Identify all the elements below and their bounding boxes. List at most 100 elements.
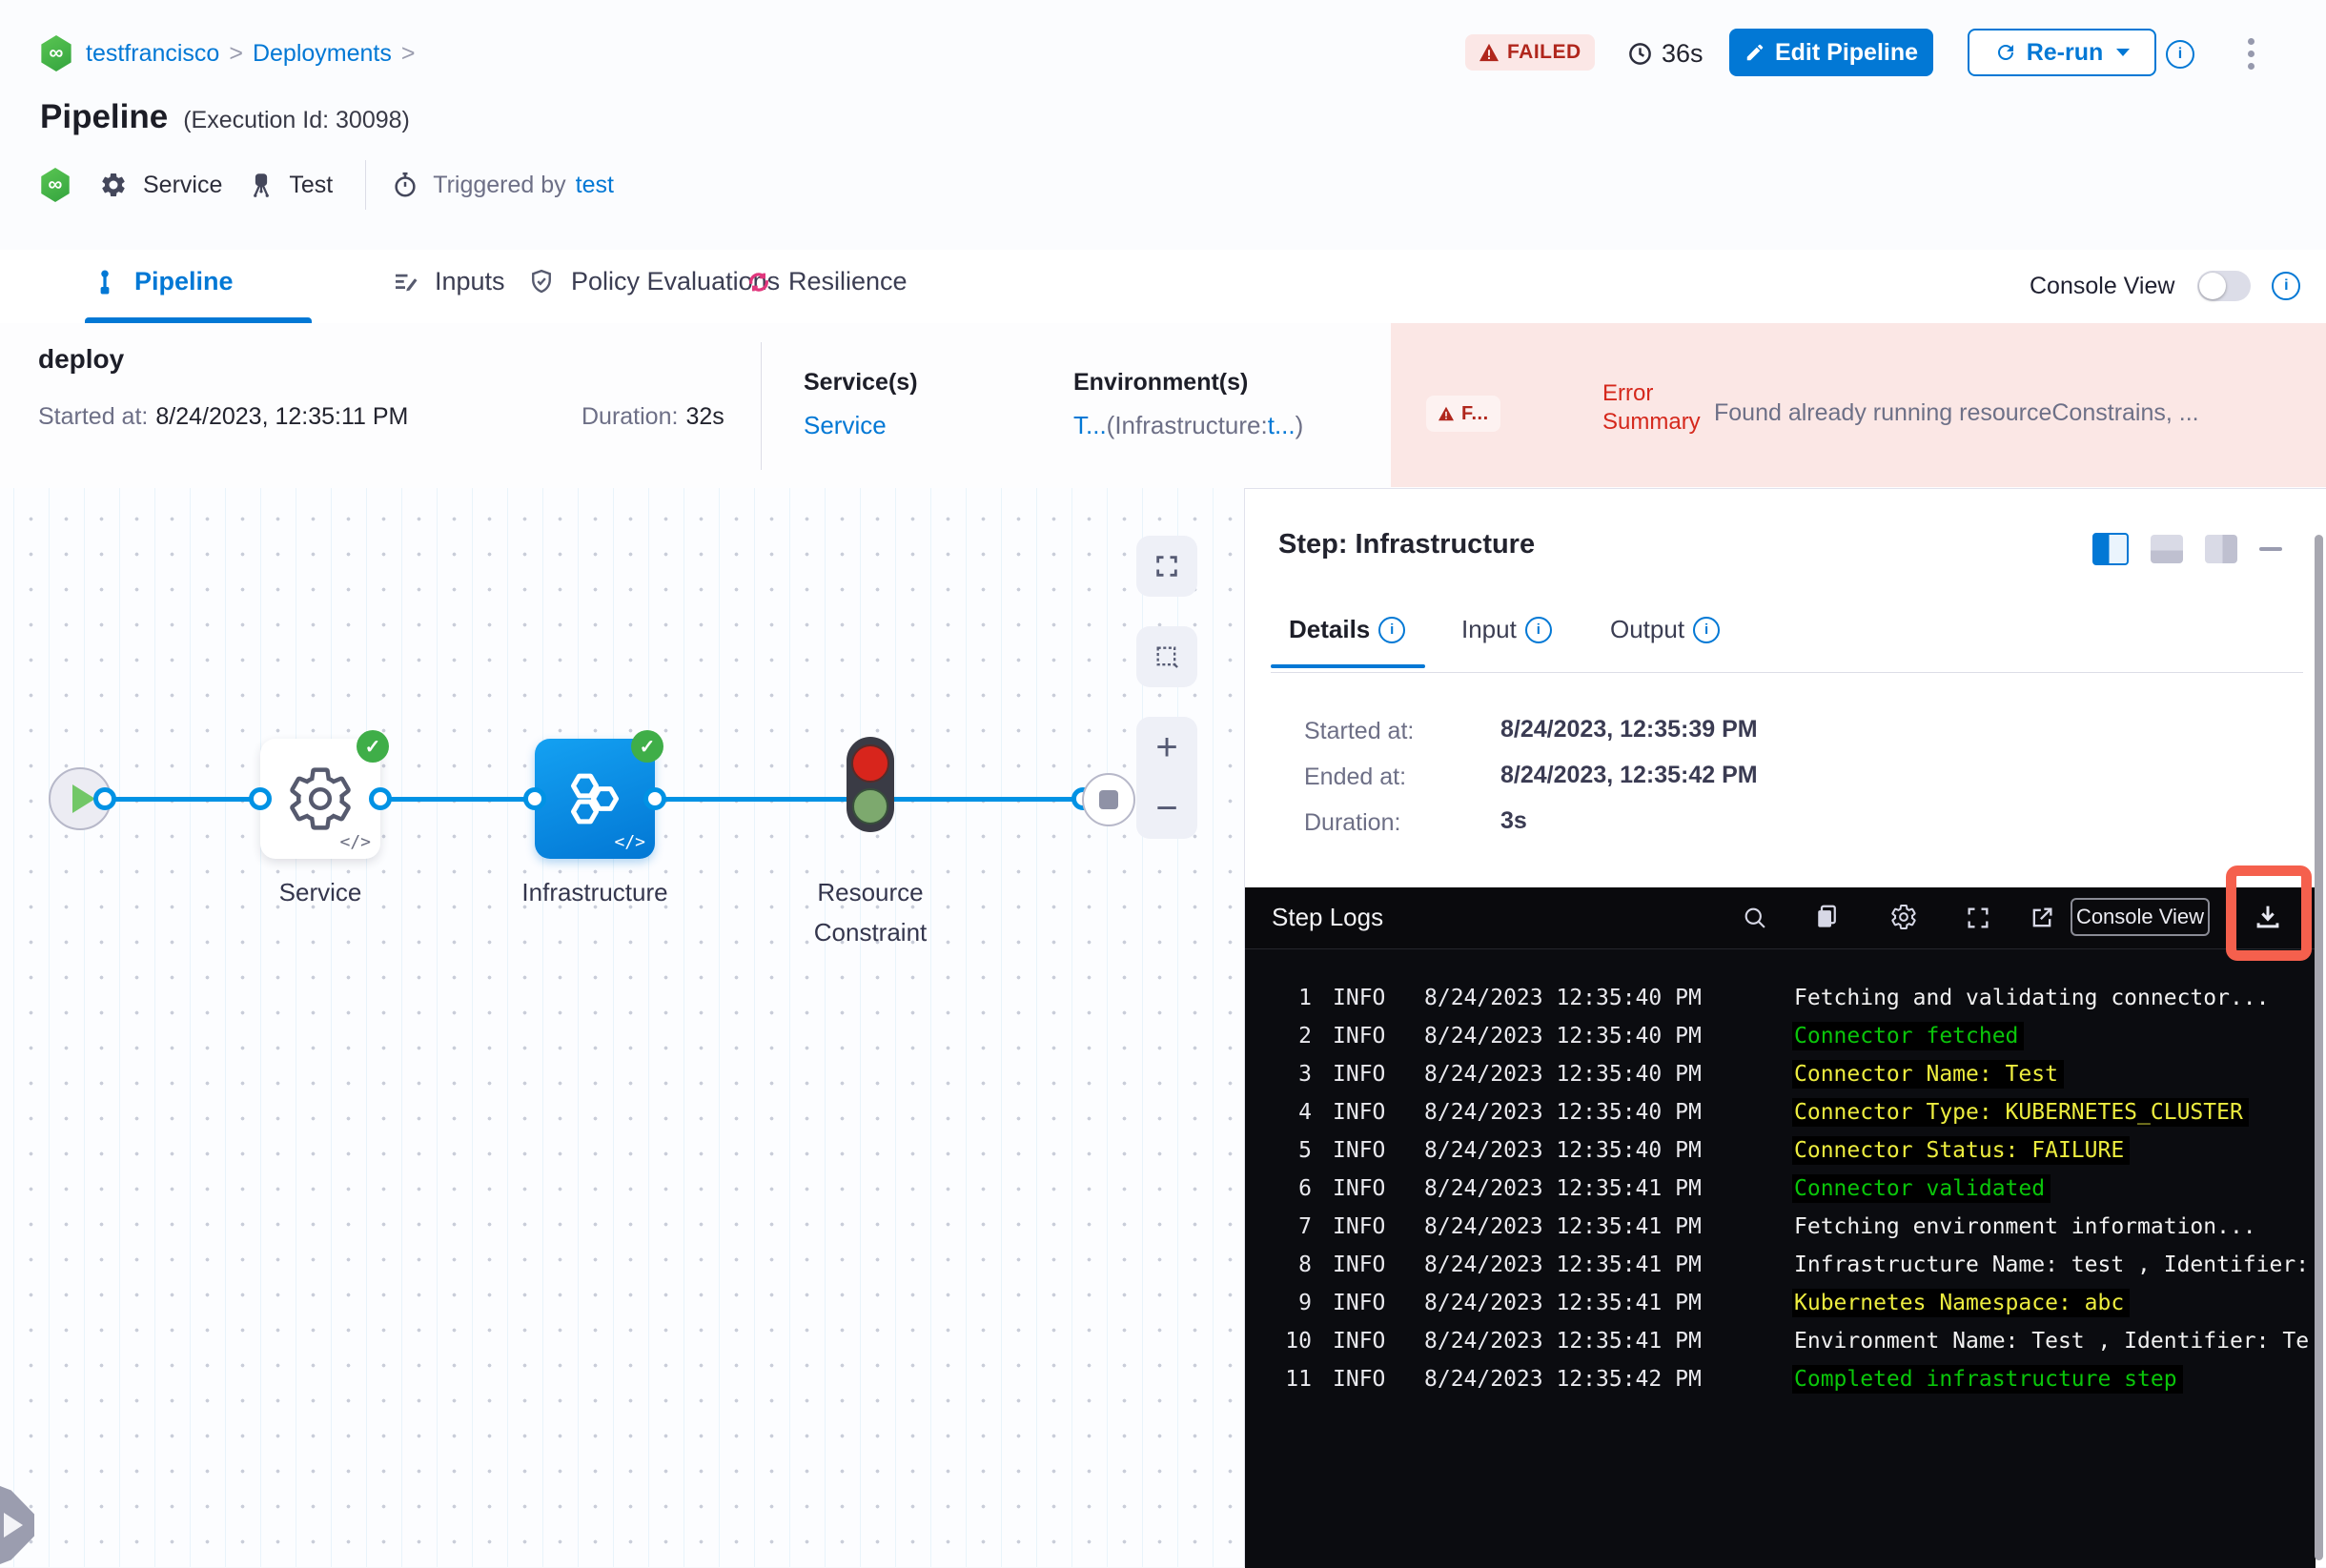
zoom-in-button[interactable]: + bbox=[1155, 725, 1178, 768]
layout-split-vertical-button[interactable] bbox=[2092, 533, 2129, 565]
input-info-icon[interactable]: i bbox=[1524, 616, 1552, 643]
log-line: 10 INFO 8/24/2023 12:35:41 PM Environment N… bbox=[1285, 1329, 2310, 1354]
play-icon bbox=[72, 784, 95, 813]
pencil-icon bbox=[1746, 44, 1764, 61]
log-copy-button[interactable] bbox=[1812, 903, 1841, 931]
rerun-button[interactable]: Re-run bbox=[1968, 29, 2156, 76]
log-download-button[interactable] bbox=[2252, 901, 2284, 933]
status-text: FAILED bbox=[1507, 41, 1581, 63]
log-line: 2 INFO 8/24/2023 12:35:40 PM Connector fetc… bbox=[1245, 1017, 2316, 1055]
environment-infra-label: (Infrastructure: bbox=[1106, 411, 1268, 439]
chevron-down-icon bbox=[2116, 49, 2131, 56]
hexagons-icon bbox=[570, 773, 620, 825]
tab-output[interactable]: Output i bbox=[1610, 615, 1721, 644]
step-duration-label: Duration: bbox=[1304, 809, 1401, 836]
more-options-menu[interactable] bbox=[2248, 32, 2255, 75]
log-line: 8 INFO 8/24/2023 12:35:41 PM Infrastructure… bbox=[1298, 1252, 2310, 1277]
marquee-select-icon bbox=[1156, 646, 1178, 668]
end-node[interactable] bbox=[1082, 773, 1135, 826]
pipeline-graph-canvas[interactable]: ✓ </> Service ✓ </> Infrastructure bbox=[0, 488, 1244, 1567]
success-check-badge: ✓ bbox=[357, 730, 389, 763]
error-summary-zone: F... Error Summary Found already running… bbox=[1391, 323, 2326, 487]
log-open-new-tab-button[interactable] bbox=[2029, 905, 2055, 931]
download-icon bbox=[2256, 906, 2279, 928]
environment-icon bbox=[247, 171, 275, 199]
harness-cd-logo-icon: ∞ bbox=[41, 35, 71, 71]
node-service-label: Service bbox=[278, 878, 362, 906]
breadcrumb-separator: > bbox=[400, 39, 416, 67]
environment-link[interactable]: T... bbox=[1073, 411, 1107, 439]
environments-value[interactable]: T...(Infrastructure:t...) bbox=[1073, 411, 1303, 440]
services-column-header: Service(s) bbox=[804, 369, 918, 396]
layout-split-horizontal-button[interactable] bbox=[2151, 535, 2183, 563]
tab-details-label: Details bbox=[1289, 615, 1371, 643]
warning-icon bbox=[1479, 43, 1499, 62]
log-settings-button[interactable] bbox=[1889, 903, 1918, 931]
step-started-label: Started at: bbox=[1304, 718, 1415, 744]
tab-policy[interactable]: Policy Evaluations bbox=[426, 267, 780, 296]
tab-pipeline[interactable]: Pipeline bbox=[91, 267, 234, 296]
connector-line bbox=[894, 797, 1085, 802]
pipeline-meta-row: ∞ Service Test Triggered by test bbox=[40, 160, 614, 210]
breadcrumb: ∞ testfrancisco > Deployments > bbox=[40, 35, 424, 71]
execution-id: (Execution Id: 30098) bbox=[183, 107, 410, 133]
layout-right-panel-button[interactable] bbox=[2205, 535, 2237, 563]
tab-policy-label: Policy Evaluations bbox=[571, 267, 781, 295]
stage-name[interactable]: deploy bbox=[38, 344, 125, 374]
warning-icon bbox=[1438, 406, 1454, 421]
breadcrumb-deployments-link[interactable]: Deployments bbox=[252, 39, 392, 67]
infrastructure-link[interactable]: t... bbox=[1267, 411, 1296, 439]
tab-input[interactable]: Input i bbox=[1461, 615, 1552, 644]
status-badge: FAILED bbox=[1465, 34, 1595, 71]
connector-dot bbox=[643, 787, 666, 810]
details-tab-underline bbox=[1271, 664, 1425, 668]
elapsed-value: 36s bbox=[1662, 39, 1704, 68]
services-link[interactable]: Service bbox=[804, 411, 887, 439]
panel-scrollbar[interactable] bbox=[2315, 535, 2323, 1560]
output-info-icon[interactable]: i bbox=[1693, 616, 1721, 643]
console-view-control: Console View i bbox=[2030, 271, 2301, 301]
log-line: 3 INFO 8/24/2023 12:35:40 PM Connector Name… bbox=[1245, 1055, 2316, 1093]
canvas-fullscreen-button[interactable] bbox=[1136, 536, 1197, 597]
log-lines[interactable]: 1 INFO 8/24/2023 12:35:40 PM Fetching and v… bbox=[1245, 948, 2316, 1568]
console-view-toggle[interactable] bbox=[2197, 271, 2252, 301]
triggered-by-link[interactable]: test bbox=[575, 171, 614, 198]
step-panel-title: Step: Infrastructure bbox=[1278, 529, 1536, 560]
log-console-view-button[interactable]: Console View bbox=[2071, 898, 2210, 936]
tab-bar: Pipeline Inputs Policy Evaluations Resil… bbox=[0, 250, 2326, 325]
node-resource-constraint[interactable] bbox=[847, 737, 894, 832]
elapsed-time: 36s bbox=[1627, 39, 1704, 69]
log-line: 5 INFO 8/24/2023 12:35:40 PM Connector Stat… bbox=[1245, 1131, 2316, 1170]
breadcrumb-project-link[interactable]: testfrancisco bbox=[86, 39, 220, 67]
environment-name: Test bbox=[289, 171, 334, 198]
minimize-panel-button[interactable] bbox=[2259, 547, 2282, 551]
tab-resilience[interactable]: Resilience bbox=[745, 267, 908, 296]
pipeline-icon bbox=[100, 270, 110, 294]
rerun-info-icon[interactable]: i bbox=[2166, 40, 2194, 69]
canvas-select-button[interactable] bbox=[1136, 626, 1197, 687]
node-infrastructure-label: Infrastructure bbox=[521, 878, 668, 906]
tab-inputs[interactable]: Inputs bbox=[391, 267, 505, 296]
tab-output-label: Output bbox=[1610, 615, 1685, 643]
log-fullscreen-button[interactable] bbox=[1965, 905, 1991, 931]
log-line: 7 INFO 8/24/2023 12:35:41 PM Fetching envir… bbox=[1298, 1214, 2256, 1239]
console-view-info-icon[interactable]: i bbox=[2272, 272, 2301, 300]
tab-details[interactable]: Details i bbox=[1289, 615, 1406, 644]
log-search-button[interactable] bbox=[1742, 905, 1768, 931]
connector-dot bbox=[523, 787, 546, 810]
expand-stages-handle[interactable] bbox=[0, 1479, 34, 1567]
title-row: Pipeline (Execution Id: 30098) bbox=[40, 98, 410, 136]
node-service[interactable]: ✓ </> bbox=[260, 730, 389, 859]
step-ended-value: 8/24/2023, 12:35:42 PM bbox=[1500, 762, 1758, 788]
inputs-icon bbox=[396, 274, 418, 291]
harness-cd-icon: ∞ bbox=[41, 168, 70, 202]
log-line: 9 INFO 8/24/2023 12:35:41 PM Kubernetes Nam… bbox=[1245, 1284, 2316, 1322]
node-infrastructure[interactable]: ✓ </> bbox=[535, 730, 663, 859]
log-line: 6 INFO 8/24/2023 12:35:41 PM Connector vali… bbox=[1245, 1170, 2316, 1208]
edit-pipeline-button[interactable]: Edit Pipeline bbox=[1729, 29, 1933, 76]
success-check-badge: ✓ bbox=[631, 730, 663, 763]
panel-layout-controls bbox=[2092, 533, 2282, 565]
details-info-icon[interactable]: i bbox=[1378, 616, 1406, 643]
zoom-out-button[interactable]: − bbox=[1155, 786, 1178, 829]
stage-duration: Duration: 32s bbox=[582, 403, 724, 431]
